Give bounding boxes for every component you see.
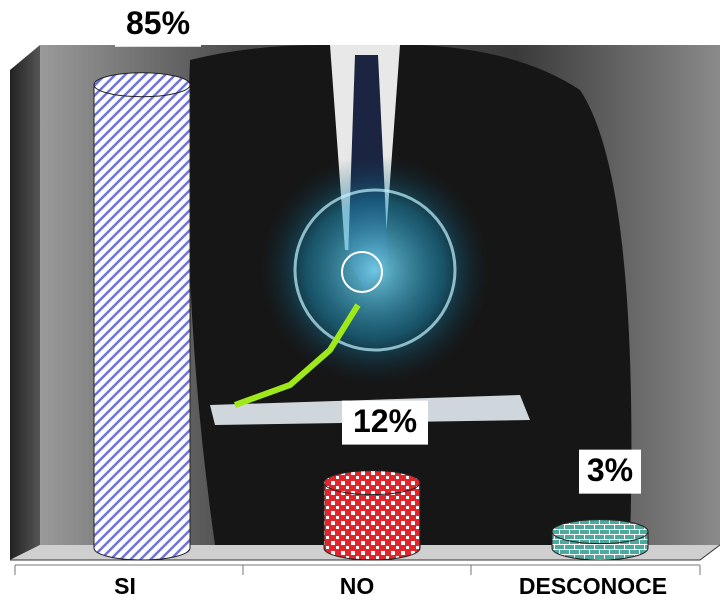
value-label: 3% [587, 452, 633, 488]
value-label: 85% [126, 5, 190, 41]
value-label-bg [115, 2, 201, 47]
bar [551, 519, 649, 561]
x-tick-label: NO [340, 573, 375, 599]
bar-top [93, 72, 191, 98]
x-tick-label: SI [114, 573, 136, 599]
value-label: 12% [353, 403, 417, 439]
x-tick-label: DESCONOCE [519, 573, 667, 599]
value-label-bg [342, 400, 428, 445]
bar [93, 72, 191, 561]
bar [323, 470, 421, 561]
bar-top [551, 519, 649, 545]
bar-top [323, 470, 421, 496]
value-label-bg [579, 449, 641, 494]
bar-body [323, 482, 421, 561]
bar-body [93, 84, 191, 561]
